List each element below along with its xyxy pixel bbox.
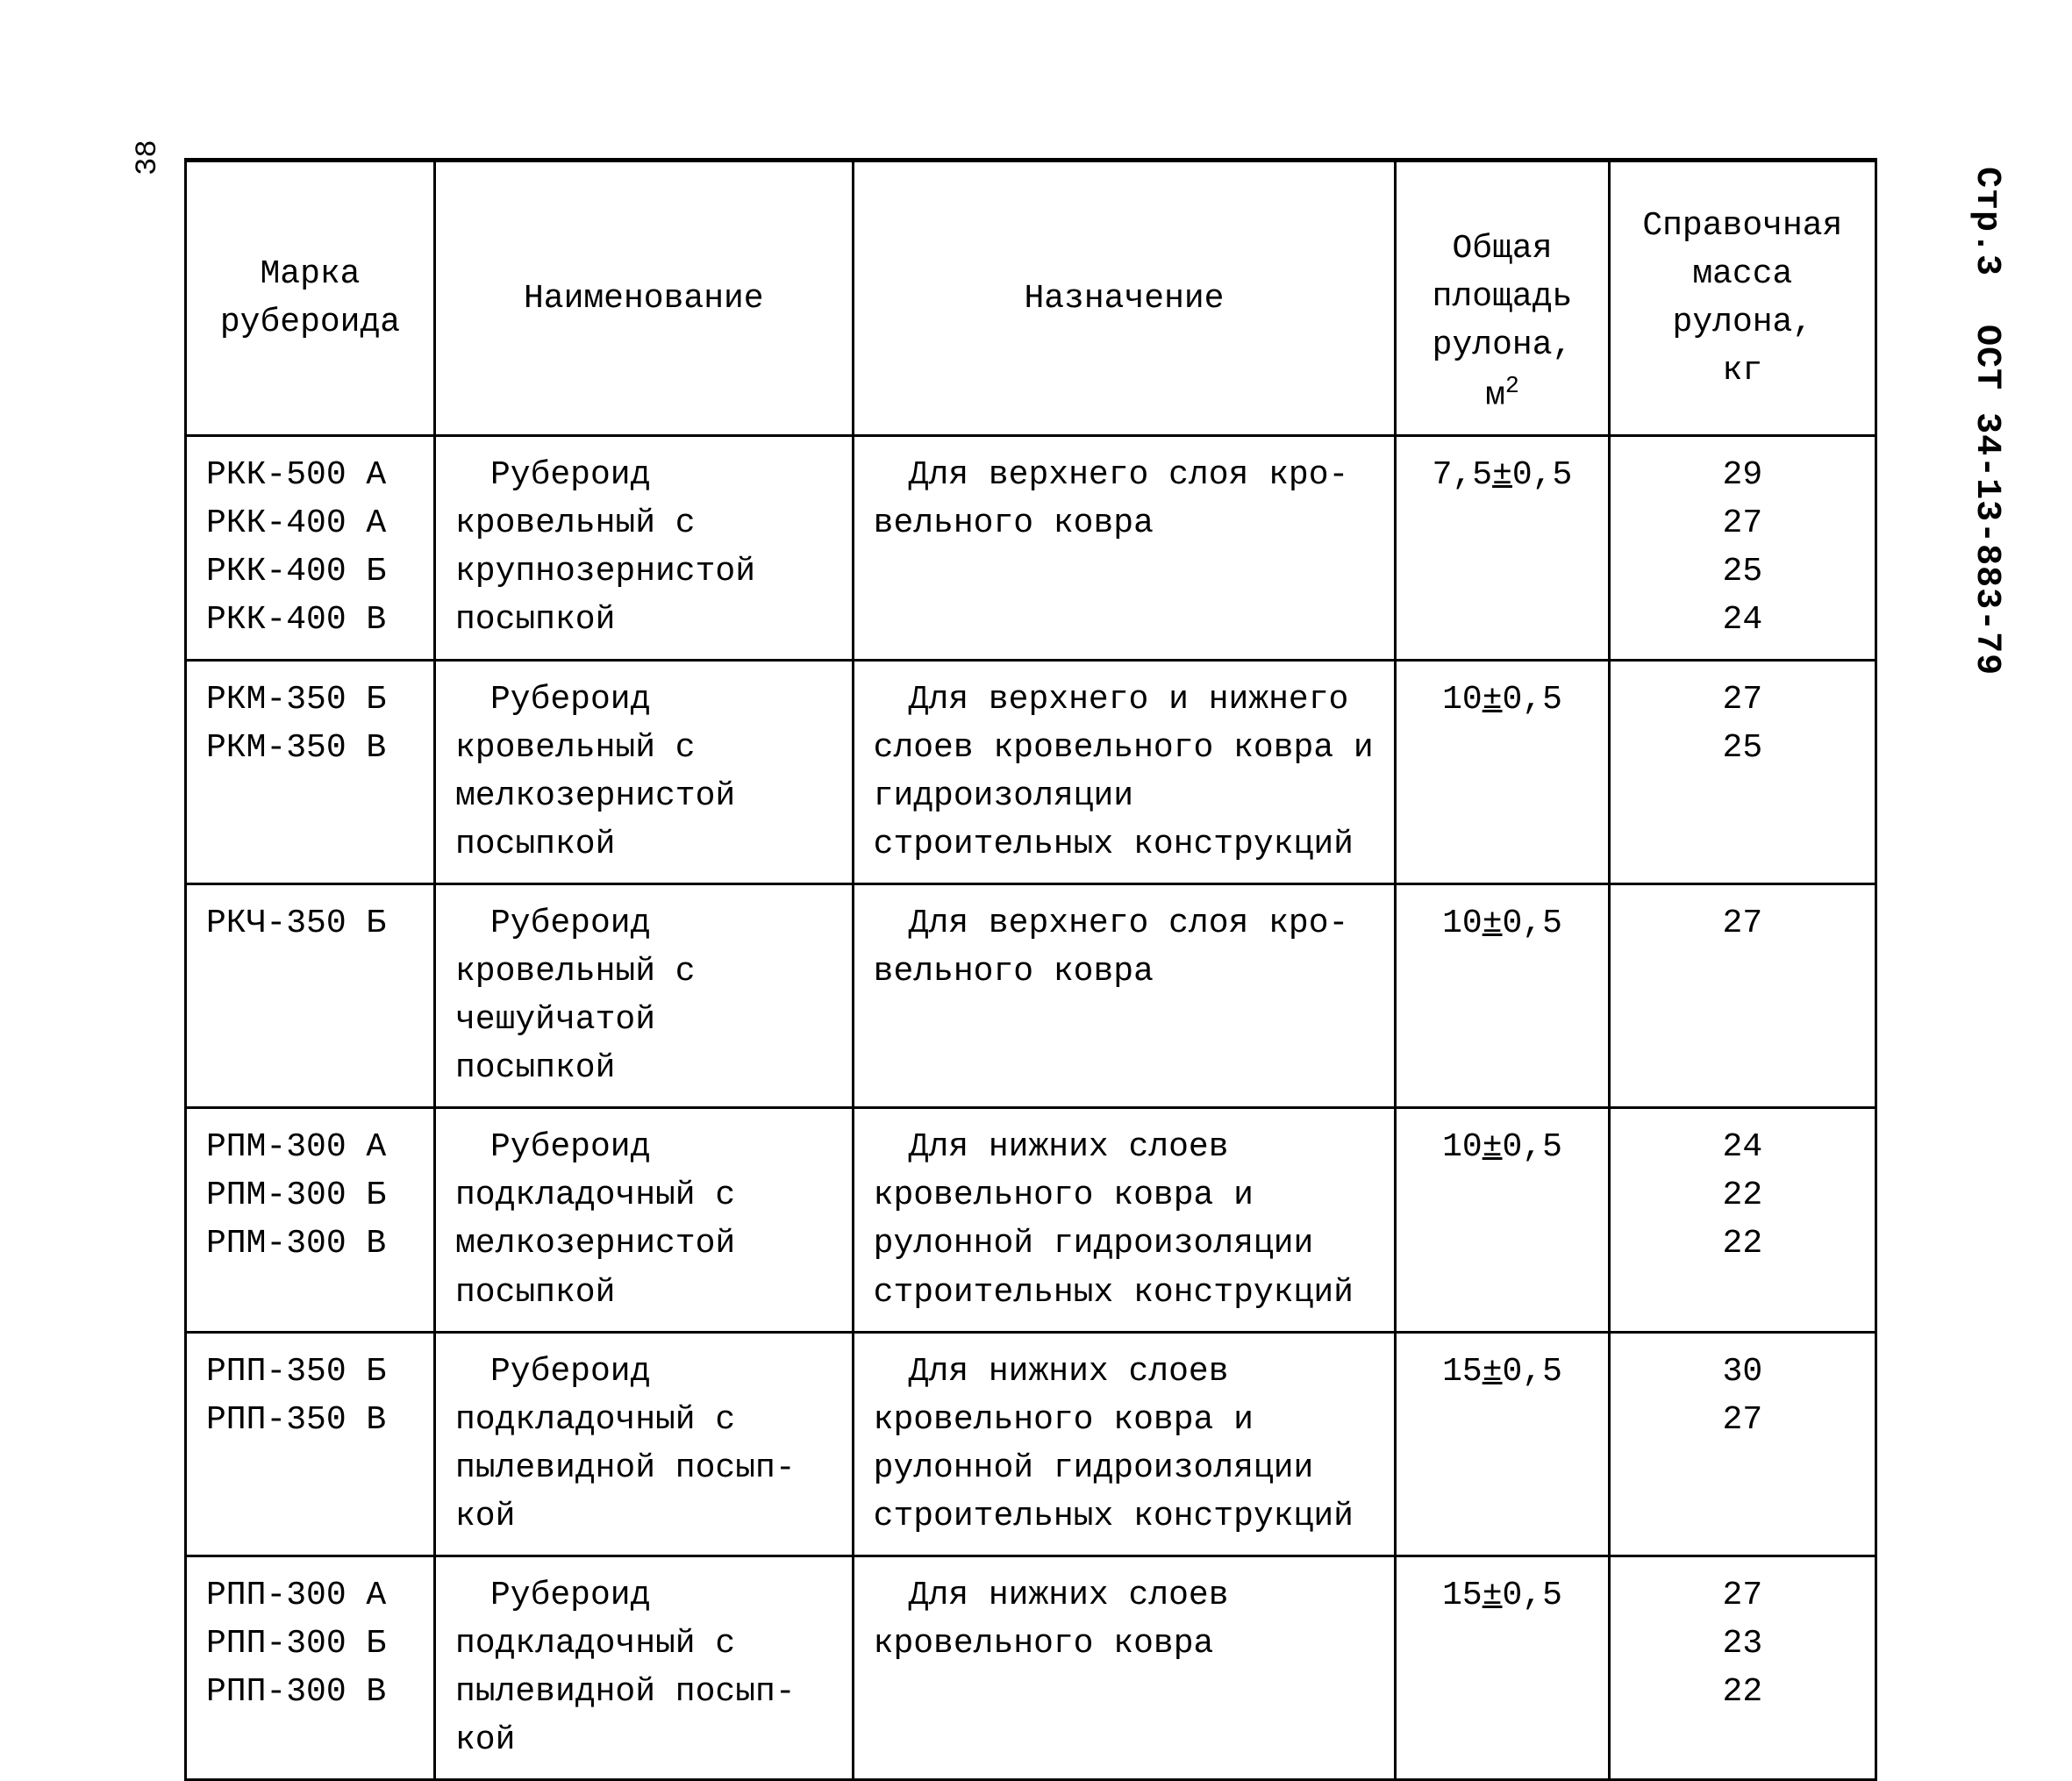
th-marka: Марка рубероида [186,161,435,436]
th-naimen: Наименование [434,161,853,436]
cell-marka: РКК-500 А РКК-400 А РКК-400 Б РКК-400 В [186,436,435,660]
cell-marka: РПМ-300 А РПМ-300 Б РПМ-300 В [186,1108,435,1332]
table-header-row: Марка рубероида Наименование Назначение … [186,161,1876,436]
side-standard: ОСТ 34-13-883-79 [1967,325,2006,676]
cell-naimen: Рубероид кровельный с мелкозернистой пос… [434,660,853,883]
cell-massa: 24 22 22 [1609,1108,1876,1332]
cell-nazn: Для верхнего и нижнего слоев кровельного… [853,660,1396,883]
th-area-text: Общая площадь рулона, м [1433,230,1573,415]
cell-massa: 27 23 22 [1609,1556,1876,1780]
area-tol: 0,5 [1503,1577,1562,1614]
area-main: 10 [1442,681,1483,719]
cell-area: 10±0,5 [1396,1108,1609,1332]
ruberoid-table: Марка рубероида Наименование Назначение … [184,158,1877,1781]
cell-naimen: Рубероид кровельный с крупнозернистой по… [434,436,853,660]
cell-nazn: Для верхнего слоя кро­вельного ковра [853,436,1396,660]
cell-massa: 27 25 [1609,660,1876,883]
plus-minus-icon: ± [1483,905,1503,942]
th-massa: Справочная масса рулона, кг [1609,161,1876,436]
cell-area: 15±0,5 [1396,1332,1609,1556]
cell-naimen: Рубероид подкладоч­ный с мелкозернистой … [434,1108,853,1332]
area-main: 15 [1442,1353,1483,1391]
table-row: РКК-500 А РКК-400 А РКК-400 Б РКК-400 ВР… [186,436,1876,660]
cell-massa: 29 27 25 24 [1609,436,1876,660]
area-main: 15 [1442,1577,1483,1614]
th-area-sup: 2 [1505,373,1519,399]
document-page: 38 Стр.3 ОСТ 34-13-883-79 Марка рубероид… [0,0,2072,1451]
area-tol: 0,5 [1503,1353,1562,1391]
area-tol: 0,5 [1503,1128,1562,1166]
cell-naimen: Рубероид подкладоч­ный с пылевидной посы… [434,1332,853,1556]
table-row: РКМ-350 Б РКМ-350 ВРубероид кровельный с… [186,660,1876,883]
table-row: РПМ-300 А РПМ-300 Б РПМ-300 ВРубероид по… [186,1108,1876,1332]
cell-nazn: Для нижних слоев кровель­ного ковра и ру… [853,1332,1396,1556]
plus-minus-icon: ± [1492,456,1512,494]
area-main: 10 [1442,905,1483,942]
cell-nazn: Для нижних слоев кровель­ного ковра и ру… [853,1108,1396,1332]
cell-area: 7,5±0,5 [1396,436,1609,660]
plus-minus-icon: ± [1483,1128,1503,1166]
cell-area: 10±0,5 [1396,660,1609,883]
area-tol: 0,5 [1512,456,1572,494]
cell-area: 10±0,5 [1396,883,1609,1107]
table-row: РКЧ-350 БРубероид кровельный с чешуйчато… [186,883,1876,1107]
th-nazn: Назначение [853,161,1396,436]
cell-marka: РКЧ-350 Б [186,883,435,1107]
area-main: 10 [1442,1128,1483,1166]
cell-massa: 27 [1609,883,1876,1107]
th-area: Общая площадь рулона, м2 [1396,161,1609,436]
cell-area: 15±0,5 [1396,1556,1609,1780]
table-row: РПП-350 Б РПП-350 ВРубероид подкладоч­ны… [186,1332,1876,1556]
table-body: РКК-500 А РКК-400 А РКК-400 Б РКК-400 ВР… [186,436,1876,1780]
cell-nazn: Для верхнего слоя кро­вельного ковра [853,883,1396,1107]
cell-naimen: Рубероид подкладоч­ный с пылевидной посы… [434,1556,853,1780]
cell-marka: РПП-350 Б РПП-350 В [186,1332,435,1556]
side-page: Стр.3 [1961,167,2011,276]
cell-nazn: Для нижних слоев кровель­ного ковра [853,1556,1396,1780]
area-tol: 0,5 [1503,905,1562,942]
page-number-left: 38 [132,139,165,175]
cell-massa: 30 27 [1609,1332,1876,1556]
plus-minus-icon: ± [1483,681,1503,719]
area-tol: 0,5 [1503,681,1562,719]
plus-minus-icon: ± [1483,1353,1503,1391]
side-label: Стр.3 ОСТ 34-13-883-79 [1961,167,2011,781]
area-main: 7,5 [1433,456,1492,494]
cell-naimen: Рубероид кровельный с чешуйчатой посыпко… [434,883,853,1107]
table-row: РПП-300 А РПП-300 Б РПП-300 ВРубероид по… [186,1556,1876,1780]
cell-marka: РПП-300 А РПП-300 Б РПП-300 В [186,1556,435,1780]
cell-marka: РКМ-350 Б РКМ-350 В [186,660,435,883]
plus-minus-icon: ± [1483,1577,1503,1614]
